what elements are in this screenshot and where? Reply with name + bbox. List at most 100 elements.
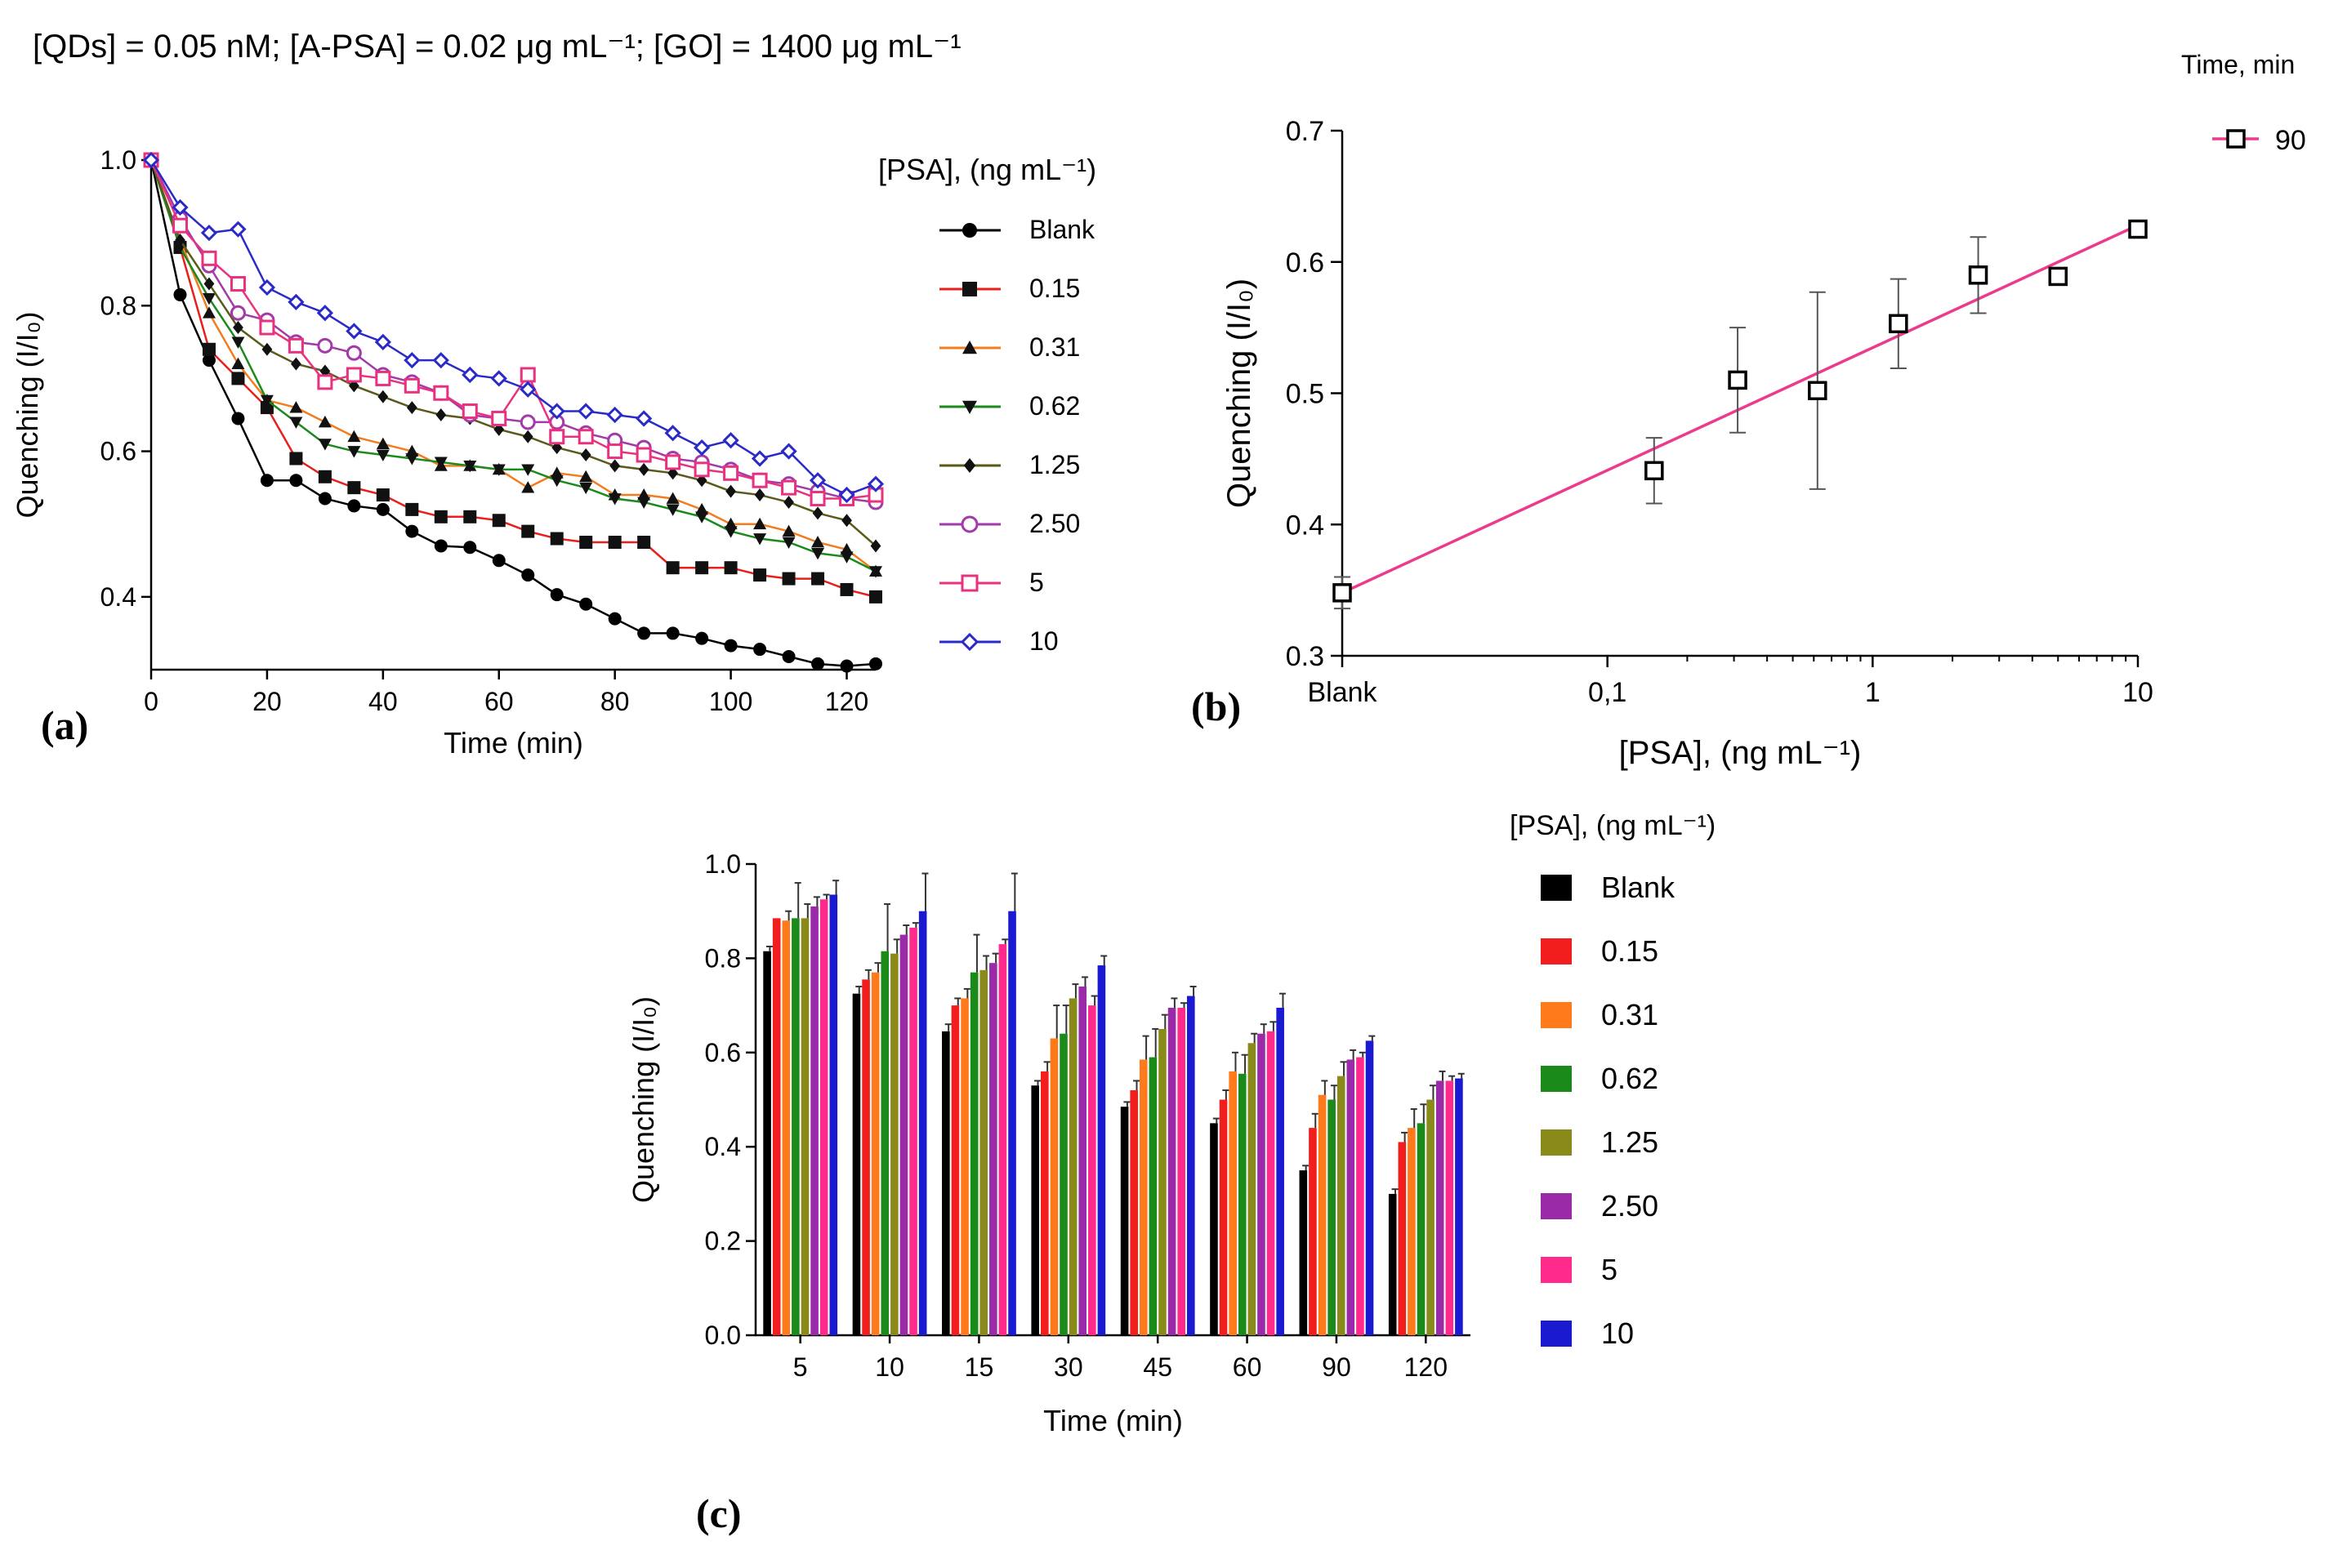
data-point — [637, 536, 651, 549]
legend-title: [PSA], (ng mL⁻¹) — [1510, 810, 1716, 841]
data-point — [434, 457, 448, 469]
data-point — [841, 514, 852, 528]
bar — [1060, 1033, 1068, 1335]
data-point — [522, 430, 533, 443]
data-point — [317, 374, 333, 390]
data-point — [261, 342, 273, 356]
data-point — [579, 470, 593, 483]
data-point — [231, 357, 245, 369]
data-point — [202, 306, 216, 318]
data-point — [376, 437, 390, 450]
data-point — [694, 461, 710, 478]
data-point — [869, 657, 882, 670]
x-axis-title: [PSA], (ng mL⁻¹) — [1619, 735, 1862, 771]
y-tick-label: 0.3 — [1286, 641, 1324, 672]
legend-marker — [962, 341, 977, 354]
bar — [1266, 1031, 1275, 1335]
y-tick-label: 0.8 — [100, 291, 136, 320]
bar — [1309, 1128, 1317, 1335]
bar — [1417, 1123, 1426, 1335]
x-tick-label: 0 — [144, 687, 158, 716]
legend-label: 2.50 — [1601, 1189, 1658, 1223]
bar — [772, 918, 781, 1335]
legend-swatch — [1541, 1193, 1572, 1219]
bar — [1365, 1040, 1374, 1335]
data-point — [346, 345, 362, 361]
legend-label: 90 — [2275, 125, 2306, 156]
data-point — [231, 412, 245, 425]
bar — [1149, 1057, 1158, 1335]
fit-line — [1341, 224, 2139, 595]
x-tick-label: 45 — [1143, 1352, 1172, 1382]
series-line — [149, 159, 877, 572]
x-tick-label: Blank — [1307, 677, 1377, 708]
bar — [1078, 987, 1087, 1335]
data-point — [549, 429, 565, 445]
bar — [1041, 1071, 1049, 1335]
y-tick-label: 0.4 — [1286, 510, 1324, 541]
y-tick-label: 0.4 — [705, 1132, 741, 1161]
legend-marker — [962, 282, 977, 296]
data-point — [579, 597, 593, 611]
data-point — [347, 430, 361, 443]
data-point — [2128, 219, 2148, 239]
data-point — [579, 536, 593, 549]
data-point — [783, 495, 794, 509]
legend-swatch — [1541, 1066, 1572, 1092]
data-point — [780, 443, 797, 460]
y-tick-label: 0.6 — [1286, 247, 1324, 278]
data-point — [840, 582, 854, 596]
data-point — [608, 536, 622, 549]
data-point — [230, 305, 246, 321]
data-point — [578, 429, 594, 445]
panel-c: 0.0 0.2 0.4 0.6 0.8 1.0 5 10 15 30 45 60 90 120 Time (… — [627, 810, 1716, 1536]
data-point — [606, 406, 623, 424]
data-point — [319, 364, 331, 378]
data-point — [175, 234, 185, 247]
data-point — [233, 321, 243, 335]
data-point — [811, 657, 825, 670]
y-tick-label: 0.7 — [1286, 116, 1324, 147]
data-point — [376, 488, 390, 502]
data-point — [318, 439, 332, 451]
x-axis-title: Time (min) — [444, 726, 583, 760]
data-point — [434, 539, 448, 553]
bar — [998, 944, 1007, 1335]
y-tick-label: 0.4 — [100, 582, 136, 612]
data-point — [520, 381, 537, 398]
bar — [909, 927, 917, 1335]
bar — [852, 993, 861, 1335]
series-line — [149, 159, 877, 547]
data-point — [375, 370, 391, 386]
y-axis-title: Quenching (I/I₀) — [627, 996, 660, 1203]
legend-label: 10 — [1029, 626, 1059, 656]
legend-title: [PSA], (ng mL⁻¹) — [878, 153, 1096, 186]
bar — [970, 972, 979, 1335]
series-line — [149, 159, 877, 667]
data-point — [376, 502, 390, 516]
data-point — [521, 524, 535, 538]
legend-marker — [2226, 129, 2246, 149]
bar — [881, 951, 890, 1335]
data-point — [404, 352, 421, 369]
legend-marker — [963, 458, 976, 473]
data-point — [636, 447, 652, 463]
y-axis-title: Quenching (I/I₀) — [11, 311, 44, 518]
legend-label: Blank — [1029, 215, 1095, 244]
x-tick-label: 10 — [2122, 677, 2153, 708]
bar — [1318, 1094, 1327, 1335]
x-tick-label: 30 — [1054, 1352, 1083, 1382]
data-point — [1728, 370, 1747, 390]
data-point — [666, 561, 680, 575]
data-point — [521, 464, 535, 476]
bar — [1229, 1071, 1237, 1335]
data-point — [724, 526, 738, 538]
legend-marker — [962, 400, 977, 414]
data-point — [463, 461, 477, 473]
data-point — [258, 278, 276, 296]
data-point — [376, 449, 390, 462]
data-point — [1644, 461, 1664, 481]
data-point — [2048, 266, 2068, 287]
legend-label: 1.25 — [1601, 1125, 1658, 1159]
bar — [1299, 1170, 1308, 1335]
